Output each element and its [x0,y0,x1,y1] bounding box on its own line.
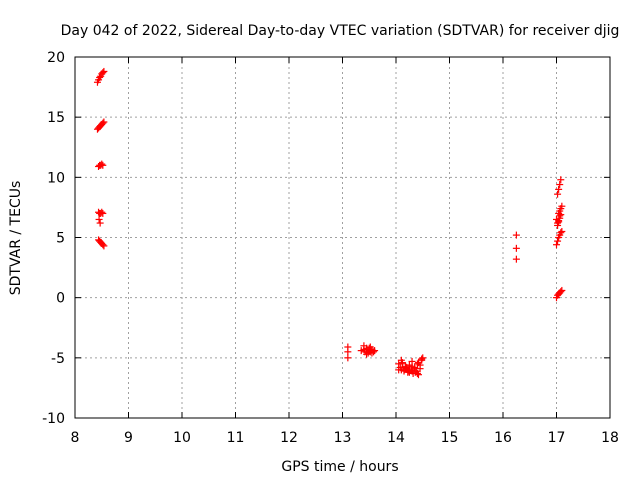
data-point [558,286,566,294]
data-point [405,367,413,375]
y-tick-label: -10 [42,411,65,427]
y-tick-label: 15 [47,110,65,126]
data-point [558,227,566,235]
data-point [558,202,566,210]
data-point [411,368,419,376]
y-tick-label: 10 [47,170,65,186]
data-point [398,360,406,368]
x-tick-label: 15 [441,430,459,446]
data-point [98,160,106,168]
x-tick-label: 9 [124,430,133,446]
data-point [403,363,411,371]
y-tick-labels: -10 -5 0 5 10 15 20 [42,50,65,427]
data-point [344,348,352,356]
y-tick-label: 5 [56,231,65,247]
data-point [371,347,379,355]
data-point [99,69,107,77]
y-tick-label: -5 [51,351,65,367]
data-point [555,217,563,225]
data-point [555,185,563,193]
data-point [418,355,426,363]
data-point [557,176,565,184]
x-tick-labels: 8 9 10 11 12 13 14 15 16 17 18 [71,430,619,446]
grid [75,57,610,418]
chart-title: Day 042 of 2022, Sidereal Day-to-day VTE… [61,23,620,39]
data-point [344,354,352,362]
x-tick-label: 12 [280,430,298,446]
data-point [419,354,427,362]
data-point [554,190,562,198]
x-tick-label: 18 [601,430,619,446]
data-point [366,348,374,356]
x-axis-label: GPS time / hours [281,459,398,475]
data-point [100,242,108,250]
data-point [98,208,106,216]
data-point [96,219,104,227]
y-tick-label: 20 [47,50,65,66]
data-point [556,212,564,220]
x-tick-label: 16 [494,430,512,446]
axis-ticks [74,56,611,419]
x-tick-label: 17 [548,430,566,446]
data-point [100,118,108,126]
data-points [93,67,566,379]
data-point [99,119,107,127]
x-tick-label: 13 [334,430,352,446]
data-point [512,244,520,252]
data-point [363,345,371,353]
x-tick-label: 10 [173,430,191,446]
data-point [397,356,405,364]
data-point [99,161,107,169]
data-point [554,237,562,245]
data-point [360,342,368,350]
data-point [512,255,520,263]
x-tick-label: 8 [71,430,80,446]
data-point [95,215,103,223]
data-point [99,209,107,217]
data-point [556,181,564,189]
data-point [557,229,565,237]
data-point [100,67,108,75]
data-point [512,231,520,239]
data-point [99,241,107,249]
y-axis-label: SDTVAR / TECUs [8,181,24,296]
data-point [395,366,403,374]
x-tick-label: 11 [227,430,245,446]
y-tick-label: 0 [56,291,65,307]
x-tick-label: 14 [387,430,405,446]
data-point [557,288,565,296]
data-point [553,241,560,249]
data-point [96,73,104,81]
data-point [408,362,416,370]
data-point [414,359,422,367]
